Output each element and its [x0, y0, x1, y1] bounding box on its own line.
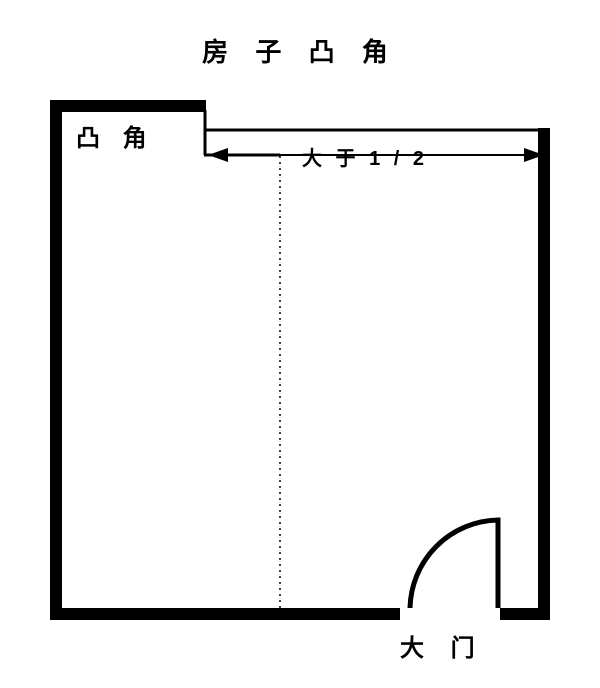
dimension-label: 大 于 1 / 2 — [302, 142, 428, 171]
arrow-left-head — [208, 148, 228, 162]
floorplan-svg — [50, 100, 550, 640]
floorplan-diagram: 凸 角 大 于 1 / 2 — [50, 100, 550, 640]
corner-label: 凸 角 — [76, 118, 155, 153]
wall-top-left — [50, 100, 206, 112]
diagram-title: 房 子 凸 角 — [0, 32, 600, 69]
wall-bottom-left — [50, 608, 400, 620]
door-arc — [410, 520, 498, 608]
door-label: 大 门 — [400, 628, 485, 663]
wall-left — [50, 100, 62, 620]
wall-right — [538, 128, 550, 620]
